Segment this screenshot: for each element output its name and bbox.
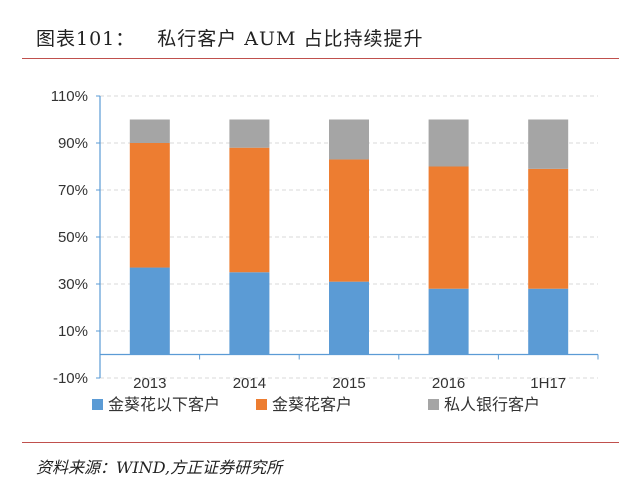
y-tick-label: -10% [53,370,88,387]
bar-segment [129,267,170,355]
x-tick-label: 1H17 [530,375,566,392]
figure-title: 私行客户 AUM 占比持续提升 [157,28,424,50]
legend-label: 私人银行客户 [444,396,540,414]
legend-label: 金葵花客户 [272,396,352,414]
y-tick-label: 30% [58,276,88,293]
bar-segment [129,119,170,143]
y-tick-label: 90% [58,135,88,152]
bar-segment [528,288,569,355]
legend-label: 金葵花以下客户 [108,396,220,414]
y-tick-label: 110% [51,88,88,105]
legend-swatch [92,399,103,410]
bar-segment [428,119,469,167]
y-tick-label: 50% [58,229,88,246]
figure-label: 图表101： [36,28,136,50]
bar-segment [229,272,270,355]
bar-segment [129,143,170,268]
bar-segment [329,159,369,282]
y-tick-label: 70% [58,182,88,199]
bar-segment [229,119,270,148]
bar-segment [528,119,569,169]
source-note: 资料来源：WIND,方正证券研究所 [36,458,283,477]
legend-swatch [256,399,267,410]
x-tick-label: 2013 [133,375,166,392]
title-rule [22,58,619,59]
legend-swatch [428,399,439,410]
chart-title: 图表101： 私行客户 AUM 占比持续提升 [36,24,424,51]
y-tick-label: 10% [58,323,88,340]
bar-segment [428,288,469,355]
x-tick-label: 2016 [432,375,465,392]
bar-segment [229,147,270,273]
stacked-bar-chart: -10% 10% 30% 50% 70% 90% 110% 2013 2014 2015 2016 1… [51,88,599,414]
bar-segment [329,119,369,160]
bar-segment [329,281,369,355]
bar-segment [528,168,569,289]
x-tick-label: 2014 [233,375,266,392]
x-tick-label: 2015 [332,375,365,392]
source-rule [22,442,619,443]
bar-segment [428,166,469,289]
